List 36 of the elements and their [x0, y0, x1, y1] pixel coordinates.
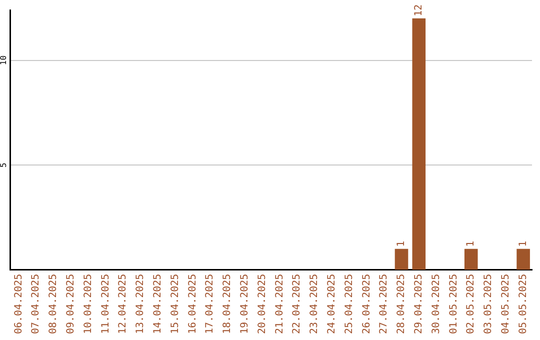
- x-tick-label: 30.04.2025: [430, 274, 442, 334]
- x-tick-label: 07.04.2025: [30, 274, 42, 334]
- x-tick-label: 21.04.2025: [274, 274, 286, 334]
- x-tick-label: 19.04.2025: [239, 274, 250, 334]
- y-tick-label: 10: [0, 55, 8, 66]
- x-tick-label: 22.04.2025: [292, 274, 303, 334]
- x-tick-label: 09.04.2025: [65, 274, 76, 334]
- x-tick-label: 14.04.2025: [152, 274, 164, 334]
- x-tick-label: 02.05.2025: [466, 274, 477, 334]
- x-tick-label: 18.04.2025: [222, 274, 234, 334]
- x-tick-label: 01.05.2025: [448, 274, 460, 334]
- x-tick-label: 08.04.2025: [48, 274, 60, 334]
- x-tick-label: 26.04.2025: [361, 274, 372, 334]
- x-tick-label: 25.04.2025: [344, 274, 355, 334]
- x-tick-label: 11.04.2025: [100, 274, 112, 334]
- x-tick-label: 12.04.2025: [118, 274, 129, 334]
- x-tick-label: 17.04.2025: [204, 274, 216, 334]
- x-tick-label: 15.04.2025: [170, 274, 181, 334]
- x-tick-label: 13.04.2025: [135, 274, 146, 334]
- x-tick-label: 28.04.2025: [396, 274, 408, 334]
- x-tick-label: 24.04.2025: [326, 274, 338, 334]
- data-label: 12: [413, 4, 424, 16]
- x-tick-label: 16.04.2025: [187, 274, 198, 334]
- y-tick-label: 5: [0, 162, 8, 168]
- x-tick-label: 10.04.2025: [82, 274, 94, 334]
- data-label: 1: [466, 240, 477, 247]
- x-tick-label: 27.04.2025: [378, 274, 390, 334]
- data-label: 1: [396, 240, 408, 247]
- x-tick-label: 23.04.2025: [309, 274, 320, 334]
- x-tick-label: 29.04.2025: [413, 274, 424, 334]
- x-tick-label: 20.04.2025: [256, 274, 268, 334]
- x-tick-label: 03.05.2025: [483, 274, 494, 334]
- x-tick-label: 04.05.2025: [500, 274, 512, 334]
- x-tick-label: 06.04.2025: [13, 274, 24, 334]
- x-tick-label: 05.05.2025: [518, 274, 529, 334]
- data-label: 1: [518, 240, 529, 247]
